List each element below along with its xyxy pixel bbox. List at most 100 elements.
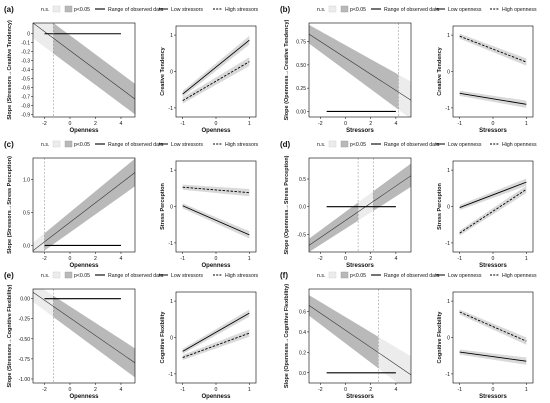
- legend-ns-swatch: [52, 140, 61, 148]
- simple-slopes-legend: Low openness High openness: [436, 142, 537, 148]
- y-tick-label: -0.25: [19, 317, 31, 323]
- x-axis-label: Stressors: [346, 128, 374, 134]
- y-tick-label: -1: [168, 372, 173, 378]
- series-low: [459, 178, 527, 211]
- y-tick-label: 0: [170, 70, 173, 76]
- y-tick-label: 1.0: [23, 178, 30, 184]
- legend-ns-label: n.s.: [41, 273, 49, 279]
- y-tick-label: -0.1: [21, 41, 30, 47]
- x-tick-label: -1: [180, 121, 185, 127]
- ci-band-sig: [373, 163, 411, 211]
- legend-high-label: High openness: [502, 273, 537, 279]
- legend-low-label: Low stressors: [171, 7, 203, 13]
- y-tick-label: -0.5: [297, 232, 306, 238]
- x-tick-label: 4: [120, 387, 123, 393]
- x-tick-label: 0: [215, 387, 218, 393]
- series-ci-band: [459, 33, 527, 66]
- slope-plot: n.s. p<0.05 Range of observed data -2 0 2 4 -0.…: [284, 140, 439, 269]
- slope-plot: n.s. p<0.05 Range of observed data -2 0 2 4 -1.…: [7, 271, 163, 400]
- legend-sig-swatch: [64, 271, 73, 279]
- series-line: [459, 351, 527, 362]
- legend-ns-swatch: [328, 140, 337, 148]
- plot-area: [33, 158, 135, 252]
- y-tick-label: 0: [170, 205, 173, 211]
- simple-slopes-plot: Low openness High openness -1 0 1 -1 0 1 Stresso…: [436, 273, 537, 400]
- slope-legend: n.s. p<0.05 Range of observed data: [317, 5, 439, 13]
- x-tick-label: 1: [525, 387, 528, 393]
- x-tick-label: 0: [215, 256, 218, 262]
- legend-sig-label: p<0.05: [74, 273, 90, 279]
- y-tick-label: 0.5: [23, 211, 30, 217]
- series-ci-band: [182, 329, 250, 361]
- y-tick-label: -0.4: [21, 68, 30, 74]
- y-tick-label: -1.00: [19, 377, 31, 383]
- y-tick-label: -1: [168, 241, 173, 247]
- x-tick-label: 4: [120, 256, 123, 262]
- slope-plot-frame: [32, 157, 136, 253]
- panel-b: (b) n.s. p<0.05 Range of observed data -2 0 2 4…: [280, 5, 537, 134]
- y-axis-label: Slope (Stressors→Cognitive Flexibility): [7, 284, 13, 387]
- simple-slopes-plot: Low openness High openness -1 0 1 -1 0 1 Stresso…: [436, 7, 537, 134]
- legend-ns-swatch: [52, 271, 61, 279]
- x-axis-label: Openness: [201, 394, 231, 400]
- series-ci-band: [182, 57, 250, 104]
- x-axis-label: Stressors: [479, 263, 507, 269]
- legend-low-label: Low openness: [448, 273, 482, 279]
- x-tick-label: -2: [318, 256, 323, 262]
- y-tick-label: 0: [447, 336, 450, 342]
- simple-slopes-plot: Low stressors High stressors -1 0 1 -1 0 1 Openn…: [159, 7, 259, 134]
- y-tick-label: -1: [445, 241, 450, 247]
- ci-band-sig: [44, 158, 135, 251]
- x-tick-label: 0: [344, 256, 347, 262]
- y-axis-label: Slope (Stressors→Creative Tendency): [7, 20, 13, 120]
- y-tick-label: 0.50: [296, 63, 306, 69]
- legend-high-label: High openness: [502, 142, 537, 148]
- legend-sig-label: p<0.05: [74, 7, 90, 13]
- legend-sig-swatch: [340, 271, 349, 279]
- ci-band-sig: [309, 295, 379, 369]
- x-axis-label: Stressors: [346, 263, 374, 269]
- y-tick-label: 0.4: [299, 330, 306, 336]
- legend-range-label: Range of observed data: [384, 7, 439, 13]
- x-tick-label: 4: [120, 121, 123, 127]
- slope-plot-frame: [308, 22, 412, 118]
- y-tick-label: -0.75: [19, 357, 31, 363]
- slope-line: [309, 33, 411, 101]
- panel-label: (a): [4, 5, 14, 14]
- series-line: [459, 189, 527, 234]
- series-line: [182, 39, 250, 95]
- series-line: [182, 312, 250, 352]
- series-ci-band: [459, 178, 527, 211]
- slope-plot-frame: [308, 288, 412, 384]
- series-ci-band: [459, 90, 527, 108]
- y-tick-label: 0: [170, 336, 173, 342]
- plot-area: [309, 289, 411, 383]
- legend-sig-label: p<0.05: [350, 7, 366, 13]
- simple-slopes-legend: Low openness High openness: [436, 273, 537, 279]
- legend-high-label: High openness: [502, 7, 537, 13]
- legend-range-label: Range of observed data: [384, 142, 439, 148]
- x-tick-label: 1: [248, 256, 251, 262]
- panel-label: (c): [4, 140, 14, 149]
- legend-ns-swatch: [52, 5, 61, 13]
- y-tick-label: -0.2: [21, 50, 30, 56]
- x-tick-label: -1: [457, 387, 462, 393]
- simple-slopes-plot: Low stressors High stressors -1 0 1 -1 0 1 Openn…: [159, 273, 259, 400]
- y-tick-label: 1: [170, 33, 173, 39]
- x-tick-label: 0: [344, 387, 347, 393]
- plot-area: [33, 289, 135, 383]
- slope-line: [309, 175, 411, 246]
- simple-slopes-plot: Low stressors High stressors -1 0 1 -1 0 1 Openn…: [159, 142, 259, 269]
- x-tick-label: 0: [492, 387, 495, 393]
- legend-sig-swatch: [64, 5, 73, 13]
- y-tick-label: -0.7: [21, 94, 30, 100]
- legend-range-label: Range of observed data: [384, 273, 439, 279]
- series-high: [182, 329, 250, 361]
- simple-slopes-frame: [175, 25, 257, 118]
- legend-ns-swatch: [328, 271, 337, 279]
- slope-legend: n.s. p<0.05 Range of observed data: [41, 5, 163, 13]
- x-axis-label: Openness: [69, 128, 99, 134]
- series-ci-band: [182, 35, 250, 98]
- panel-label: (b): [280, 5, 291, 14]
